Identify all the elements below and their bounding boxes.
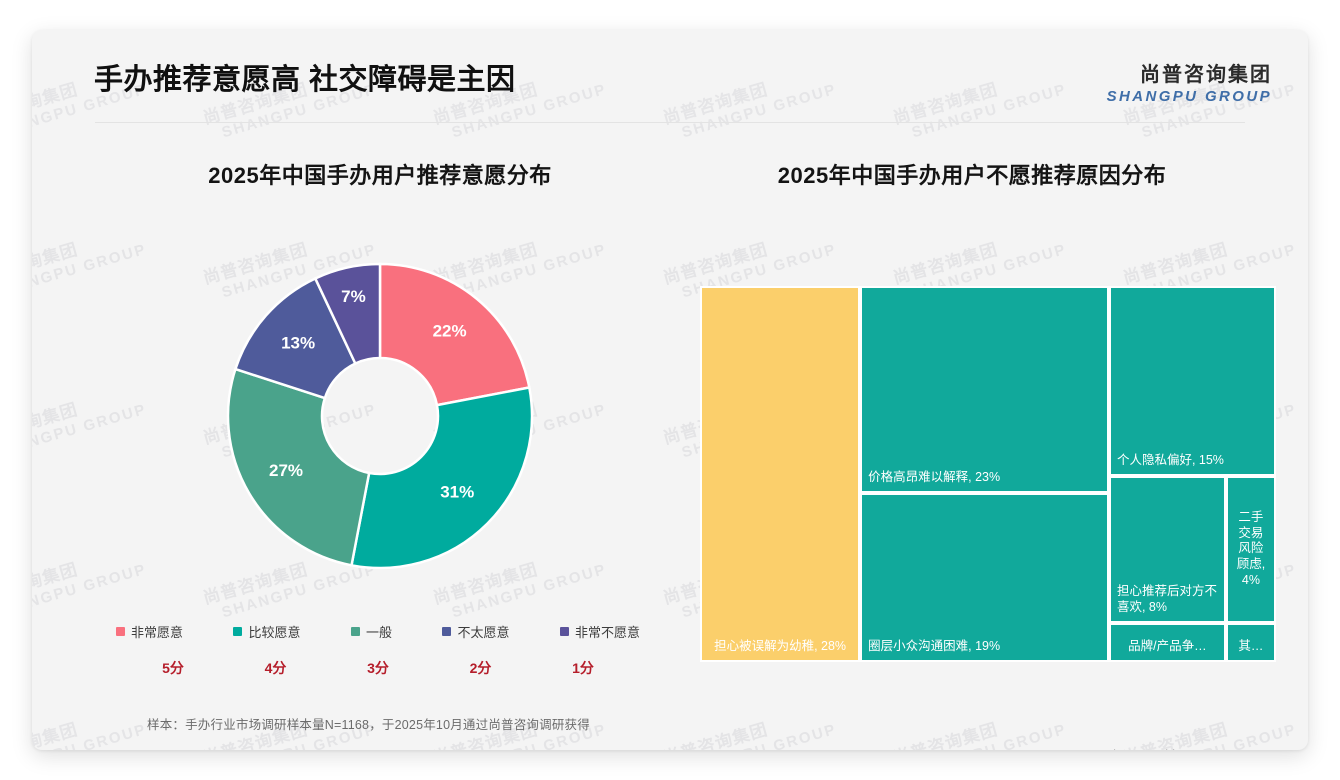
treemap-tile-label: 圈层小众沟通困难, 19% [868, 639, 1001, 654]
legend-label: 非常不愿意 [574, 625, 640, 640]
legend-swatch-icon [233, 627, 243, 636]
right-chart-title: 2025年中国手办用户不愿推荐原因分布 [777, 163, 1167, 188]
donut-slice-label: 7% [341, 287, 366, 306]
legend-label: 比较愿意 [248, 625, 301, 640]
legend-swatch-icon [559, 627, 569, 636]
treemap-tile-label: 品牌/产品争… [1128, 639, 1207, 654]
treemap-tile-label: 担心被误解为幼稚, 28% [714, 639, 847, 654]
slide-header: 手办推荐意愿高 社交障碍是主因 尚普咨询集团 SHANGPU GROUP [32, 30, 1308, 122]
donut-legend: 非常愿意 比较愿意 一般 不太愿意 非常不愿意 [98, 622, 658, 641]
donut-chart-svg: 22% 31% 27% 13% 7% [226, 262, 534, 570]
legend-item[interactable]: 不太愿意 [442, 622, 509, 641]
donut-slice[interactable] [226, 367, 371, 567]
website-link[interactable]: www.shangpu-china.com [1077, 748, 1216, 750]
donut-slice-label: 27% [269, 461, 303, 480]
legend-item[interactable]: 比较愿意 [233, 622, 301, 641]
treemap-tile[interactable]: 担心被误解为幼稚, 28% [700, 286, 861, 662]
donut-score-labels: 5分 4分 3分 2分 1分 [98, 658, 658, 678]
copyright-text: ©2025.12 SHANGPU GROUP [132, 748, 301, 750]
donut-slice[interactable] [350, 386, 534, 570]
slide-card: 尚普咨询集团 SHANGPU GROUP 尚普咨询集团 SHANGPU GROUP 尚普… [32, 30, 1308, 750]
legend-label: 不太愿意 [457, 625, 510, 640]
treemap-tile[interactable]: 个人隐私偏好, 15% [1108, 286, 1276, 476]
legend-swatch-icon [116, 627, 125, 636]
logo-text-en: SHANGPU GROUP [1106, 88, 1272, 105]
legend-item[interactable]: 非常愿意 [116, 622, 183, 641]
treemap-tile-label: 二手交易风险顾虑, 4% [1236, 510, 1269, 587]
legend-label: 一般 [365, 625, 392, 640]
treemap-tile[interactable]: 价格高昂难以解释, 23% [860, 286, 1109, 493]
legend-item[interactable]: 一般 [350, 622, 392, 641]
panel-refusal-reasons: 2025年中国手办用户不愿推荐原因分布 担心被误解为幼稚, 28% 价格高昂难以解… [672, 158, 1276, 688]
legend-label: 非常愿意 [131, 625, 184, 640]
donut-slice[interactable] [233, 276, 357, 400]
legend-swatch-icon [350, 627, 360, 636]
page-title: 手办推荐意愿高 社交障碍是主因 [94, 64, 516, 96]
brand-logo: 尚普咨询集团 SHANGPU GROUP [1107, 58, 1272, 105]
score-label: 3分 [367, 660, 389, 676]
treemap-tile-label: 个人隐私偏好, 15% [1116, 453, 1224, 468]
logo-text-cn: 尚普咨询集团 [1140, 64, 1272, 86]
panel-recommendation-willingness: 2025年中国手办用户推荐意愿分布 22% 31% 27% 13% 7% 非常愿意 比较愿… [90, 158, 670, 688]
donut-slice-label: 31% [440, 483, 474, 502]
donut-chart: 22% 31% 27% 13% 7% [210, 246, 550, 586]
donut-slice[interactable] [313, 262, 382, 366]
legend-swatch-icon [442, 627, 452, 636]
treemap-tile[interactable]: 其… [1225, 622, 1276, 662]
treemap-tile-label: 担心推荐后对方不喜欢, 8% [1116, 584, 1217, 614]
treemap-tile-label: 其… [1238, 639, 1264, 654]
donut-slice-label: 13% [281, 333, 315, 352]
sample-note: 样本：手办行业市场调研样本量N=1168，于2025年10月通过尚普咨询调研获得 [147, 718, 590, 732]
treemap-tile[interactable]: 担心推荐后对方不喜欢, 8% [1108, 475, 1226, 623]
left-chart-title: 2025年中国手办用户推荐意愿分布 [208, 163, 552, 188]
treemap-tile[interactable]: 二手交易风险顾虑, 4% [1225, 475, 1276, 623]
score-label: 4分 [264, 660, 287, 676]
score-label: 5分 [162, 660, 184, 676]
treemap-tile[interactable]: 品牌/产品争… [1108, 622, 1226, 662]
treemap-chart: 担心被误解为幼稚, 28% 价格高昂难以解释, 23% 圈层小众沟通困难, 19% 个… [700, 286, 1276, 662]
legend-item[interactable]: 非常不愿意 [559, 622, 640, 641]
score-label: 1分 [572, 660, 594, 676]
score-label: 2分 [469, 660, 492, 676]
header-divider [95, 122, 1245, 123]
donut-slice-label: 22% [433, 321, 467, 340]
treemap-tile-label: 价格高昂难以解释, 23% [868, 470, 1001, 485]
treemap-tile[interactable]: 圈层小众沟通困难, 19% [860, 492, 1109, 662]
donut-slice[interactable] [378, 262, 531, 407]
